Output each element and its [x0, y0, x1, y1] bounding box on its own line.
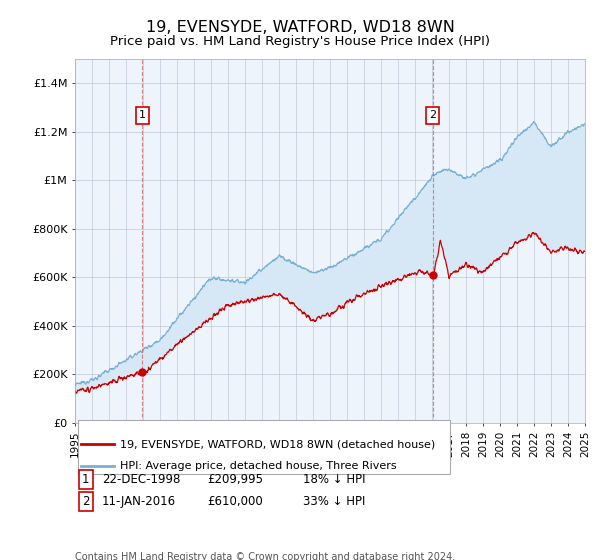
Text: 22-DEC-1998: 22-DEC-1998: [102, 473, 181, 486]
Text: 33% ↓ HPI: 33% ↓ HPI: [303, 494, 365, 507]
Text: Price paid vs. HM Land Registry's House Price Index (HPI): Price paid vs. HM Land Registry's House …: [110, 35, 490, 48]
Text: £610,000: £610,000: [207, 494, 263, 507]
Text: 19, EVENSYDE, WATFORD, WD18 8WN (detached house): 19, EVENSYDE, WATFORD, WD18 8WN (detache…: [120, 440, 435, 450]
Text: 11-JAN-2016: 11-JAN-2016: [102, 494, 176, 507]
Text: 2: 2: [429, 110, 436, 120]
Text: £209,995: £209,995: [207, 473, 263, 486]
Text: HPI: Average price, detached house, Three Rivers: HPI: Average price, detached house, Thre…: [120, 461, 397, 471]
Text: Contains HM Land Registry data © Crown copyright and database right 2024.
This d: Contains HM Land Registry data © Crown c…: [75, 552, 455, 560]
Text: 2: 2: [82, 494, 89, 507]
Text: 1: 1: [139, 110, 146, 120]
Text: 18% ↓ HPI: 18% ↓ HPI: [303, 473, 365, 486]
Text: 19, EVENSYDE, WATFORD, WD18 8WN: 19, EVENSYDE, WATFORD, WD18 8WN: [146, 20, 454, 35]
Text: 1: 1: [82, 473, 89, 486]
